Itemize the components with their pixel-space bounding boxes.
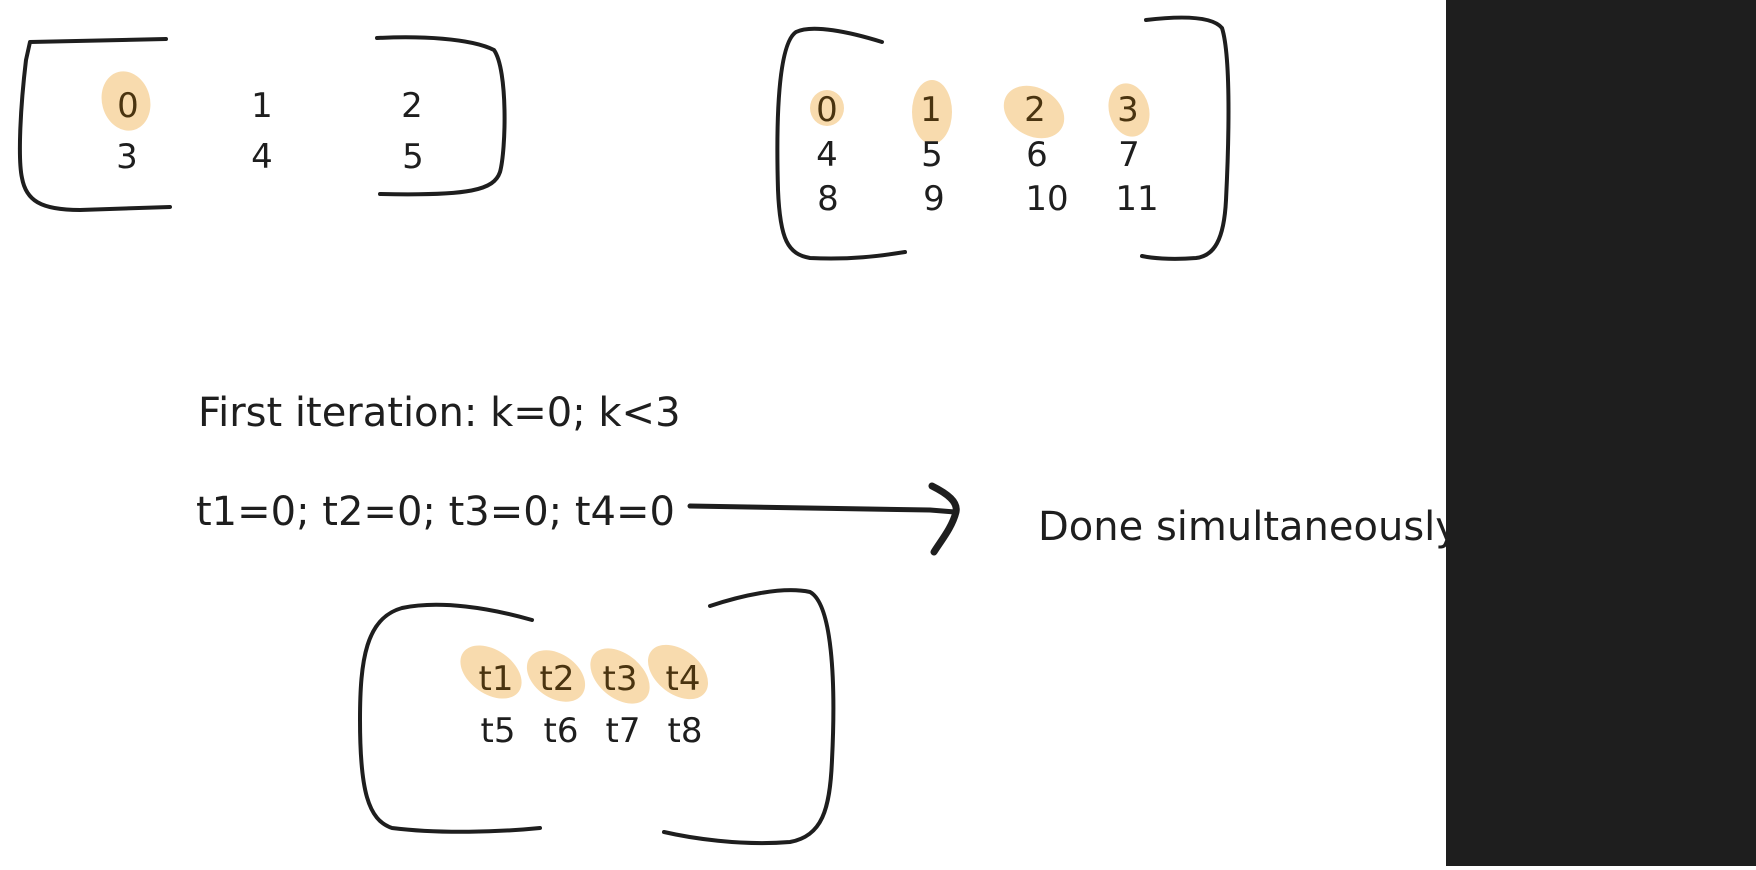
thread-matrix-cell: t8 [668, 711, 703, 751]
arrow-shaft [687, 503, 958, 515]
thread-matrix-cell: t3 [603, 659, 638, 699]
matrix-b-cell: 11 [1115, 179, 1158, 219]
matrix-b-cell: 5 [921, 135, 943, 175]
matrix-b-cell: 4 [816, 135, 838, 175]
matrix-b-cell: 2 [1024, 90, 1046, 130]
matrix-b-cell: 7 [1118, 135, 1140, 175]
matrix-b-highlight-2 [1003, 85, 1065, 139]
thread-matrix-highlight-t3 [590, 648, 650, 704]
matrix-a-cell: 3 [116, 137, 138, 177]
matrix-b-cell: 6 [1026, 135, 1048, 175]
thread-matrix-right-bracket [662, 588, 836, 846]
result-label: Done simultaneously [1038, 504, 1446, 550]
matrix-b-highlight-0 [810, 90, 844, 126]
matrix-b-cell: 9 [923, 179, 945, 219]
matrix-a-left-bracket [17, 37, 172, 212]
thread-matrix-cell: t1 [479, 659, 514, 699]
thread-matrix-cell: t6 [544, 711, 579, 751]
matrix-b-cell: 0 [816, 90, 838, 130]
matrix-b-cell: 8 [817, 179, 839, 219]
matrix-a-right-bracket [375, 35, 507, 197]
thread-matrix-cell: t4 [666, 659, 701, 699]
matrix-a-cell: 0 [117, 86, 139, 126]
matrix-a: 0 1 2 3 4 5 [17, 35, 507, 212]
thread-matrix-highlight-t2 [526, 650, 586, 702]
thread-matrix-highlight-t4 [647, 644, 709, 700]
thread-assignments: t1=0; t2=0; t3=0; t4=0 [196, 489, 675, 535]
matrix-b-cell: 1 [920, 90, 942, 130]
side-panel [1446, 0, 1756, 866]
thread-matrix-cell: t2 [540, 659, 575, 699]
diagram-svg: 0 1 2 3 4 5 0 1 2 3 4 5 6 7 8 9 10 11 Fi… [17, 15, 1459, 846]
iteration-label: First iteration: k=0; k<3 [198, 390, 681, 436]
whiteboard-canvas: 0 1 2 3 4 5 0 1 2 3 4 5 6 7 8 9 10 11 Fi… [17, 15, 1459, 846]
matrix-a-cell: 5 [402, 137, 424, 177]
thread-matrix-cell: t5 [481, 711, 516, 751]
matrix-b-cell: 3 [1117, 90, 1139, 130]
arrow-head [928, 482, 960, 556]
thread-matrix-cell: t7 [606, 711, 641, 751]
matrix-b-cell: 10 [1025, 179, 1068, 219]
matrix-b-highlight-3 [1108, 83, 1150, 137]
matrix-b-left-bracket [775, 26, 907, 261]
matrix-b-right-bracket [1140, 15, 1231, 261]
matrix-b: 0 1 2 3 4 5 6 7 8 9 10 11 [775, 15, 1231, 261]
matrix-a-cell: 1 [251, 86, 273, 126]
matrix-b-highlight-1 [912, 80, 952, 144]
matrix-a-cell: 2 [401, 86, 423, 126]
matrix-a-cell: 4 [251, 137, 273, 177]
arrow [687, 482, 960, 556]
matrix-a-highlight-0 [101, 71, 151, 131]
thread-matrix-highlight-t1 [460, 645, 522, 699]
thread-matrix-left-bracket [358, 602, 542, 834]
thread-matrix: t1 t2 t3 t4 t5 t6 t7 t8 [358, 588, 836, 846]
